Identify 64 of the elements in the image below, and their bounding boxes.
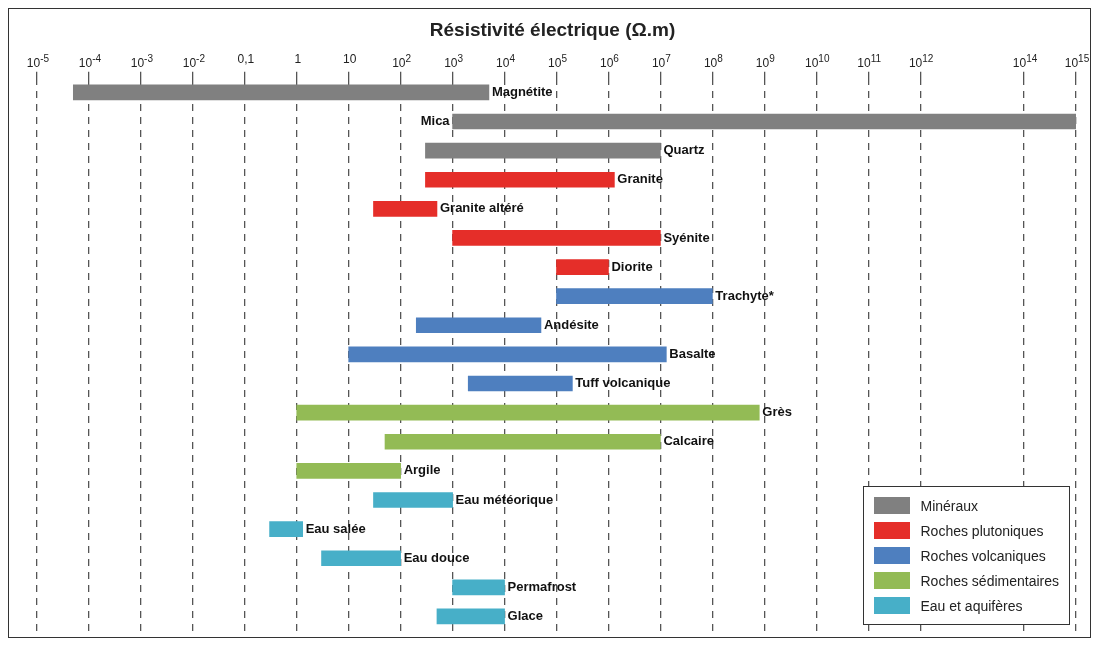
bar (452, 230, 661, 246)
y-tick-label: Trachyte* (715, 287, 775, 303)
x-tick-label: 10 (343, 51, 357, 66)
x-tick-label: 10$^{9}$ (755, 51, 775, 70)
x-tick-label: 10$^{14}$ (1012, 51, 1038, 70)
legend-label: Roches volcaniques (920, 547, 1046, 564)
bar (321, 550, 401, 567)
x-tick-label: 10$^{-2}$ (182, 51, 205, 70)
y-tick-label: Glace (507, 608, 543, 624)
x-tick-label: 10$^{10}$ (805, 51, 830, 70)
x-tick-label: 10$^{-5}$ (26, 51, 50, 70)
legend-label: Minéraux (920, 497, 979, 514)
y-tick-label: Syénite (663, 229, 710, 245)
x-tick-label: 10$^{12}$ (908, 51, 934, 70)
x-tick-label: 10$^{3}$ (444, 51, 464, 70)
x-tick-label: 10$^{15}$ (1064, 51, 1090, 70)
y-tick-label: Diorite (611, 258, 653, 274)
y-tick-label: Granite (617, 171, 663, 187)
y-tick-label: Grès (762, 404, 792, 420)
bar (348, 346, 667, 363)
y-tick-label: Quartz (663, 142, 706, 158)
x-tick-label: 10$^{5}$ (548, 51, 567, 70)
y-tick-label: Calcaire (663, 433, 714, 449)
y-tick-label: Andésite (543, 316, 599, 332)
y-tick-label: Permafrost (507, 578, 577, 594)
x-tick-label: 10$^{4}$ (496, 51, 516, 70)
chart-title: Résistivité électrique (Ω.m) (429, 18, 676, 40)
y-tick-label: Tuff volcanique (575, 375, 671, 391)
x-tick-label: 10$^{11}$ (857, 51, 882, 70)
y-tick-label: Basalte (669, 345, 716, 361)
y-tick-label: Granite altéré (439, 200, 524, 216)
x-tick-label: 10$^{-3}$ (130, 51, 154, 70)
legend-label: Eau et aquifères (920, 597, 1023, 614)
bar (556, 288, 713, 304)
bar (296, 463, 401, 479)
y-tick-label: Argile (403, 462, 441, 478)
bar (556, 259, 609, 275)
x-tick-label: 10$^{7}$ (651, 51, 671, 70)
x-tick-label: 10$^{-4}$ (78, 51, 102, 70)
bar (296, 404, 760, 421)
x-tick-label: 0,1 (237, 51, 255, 66)
y-tick-label: Eau météorique (455, 491, 554, 507)
y-tick-label: Magnétite (491, 83, 553, 99)
bar (425, 142, 661, 159)
bar (269, 521, 303, 537)
legend-label: Roches sédimentaires (920, 572, 1059, 589)
bar (425, 171, 615, 188)
x-tick-label: 10$^{8}$ (703, 51, 723, 70)
legend-label: Roches plutoniques (920, 522, 1044, 539)
bar (436, 608, 505, 625)
bar (373, 200, 438, 217)
y-tick-label: Eau douce (403, 549, 470, 565)
x-tick-label: 10$^{2}$ (392, 51, 412, 70)
bar (72, 84, 490, 101)
x-tick-label: 1 (294, 51, 302, 66)
y-tick-label: Mica (420, 113, 451, 129)
y-tick-label: Eau salée (305, 520, 366, 536)
bar (452, 579, 505, 596)
x-tick-label: 10$^{6}$ (599, 51, 619, 70)
bar (384, 433, 661, 450)
bar (452, 113, 1076, 130)
bar (373, 492, 453, 508)
bar (467, 375, 573, 392)
bar (415, 317, 542, 334)
